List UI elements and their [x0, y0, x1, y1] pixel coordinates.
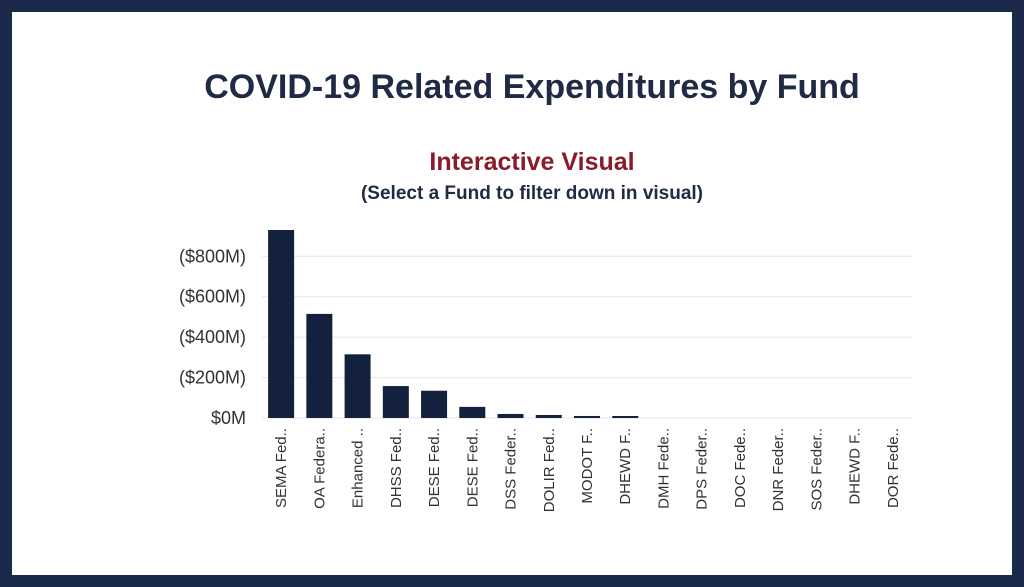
- bar[interactable]: [497, 413, 524, 418]
- x-tick-label[interactable]: MODOT F..: [579, 428, 596, 504]
- bar[interactable]: [535, 414, 562, 418]
- bar[interactable]: [382, 386, 409, 418]
- bar[interactable]: [612, 416, 639, 418]
- x-tick-label[interactable]: DMH Fede..: [655, 428, 672, 509]
- bar[interactable]: [574, 415, 600, 418]
- bar[interactable]: [344, 354, 371, 418]
- x-tick-label[interactable]: DHEWD F..: [617, 428, 634, 505]
- x-tick-label[interactable]: OA Federa..: [311, 428, 328, 509]
- x-tick-label[interactable]: SOS Feder..: [808, 428, 825, 511]
- x-tick-label[interactable]: DHSS Fed..: [388, 428, 405, 508]
- y-tick-label: ($400M): [179, 327, 246, 347]
- x-tick-label[interactable]: DHEWD F..: [847, 428, 864, 505]
- bar[interactable]: [459, 406, 486, 418]
- x-tick-label[interactable]: DPS Feder..: [694, 428, 711, 510]
- chart-title: COVID-19 Related Expenditures by Fund: [204, 68, 860, 106]
- x-tick-label[interactable]: DNR Feder..: [770, 428, 787, 511]
- x-tick-label[interactable]: Enhanced ..: [350, 428, 367, 508]
- chart-subtitle: Interactive Visual: [429, 148, 635, 176]
- y-tick-label: ($600M): [179, 287, 246, 307]
- y-tick-label: ($800M): [179, 246, 246, 266]
- x-tick-label[interactable]: DESE Fed..: [464, 428, 481, 507]
- bar[interactable]: [306, 313, 333, 418]
- y-tick-label: ($200M): [179, 368, 246, 388]
- bar[interactable]: [268, 230, 295, 418]
- x-tick-label[interactable]: SEMA Fed..: [273, 428, 290, 508]
- filter-instruction: (Select a Fund to filter down in visual): [360, 183, 704, 204]
- x-tick-label[interactable]: DOR Fede..: [885, 428, 902, 508]
- x-tick-label[interactable]: DOLIR Fed..: [541, 428, 558, 512]
- chart-frame: [12, 12, 1012, 575]
- x-tick-label[interactable]: DESE Fed..: [426, 428, 443, 507]
- bar[interactable]: [421, 390, 448, 418]
- x-tick-label[interactable]: DSS Feder..: [503, 428, 520, 510]
- x-tick-label[interactable]: DOC Fede..: [732, 428, 749, 508]
- y-tick-label: $0M: [211, 408, 246, 428]
